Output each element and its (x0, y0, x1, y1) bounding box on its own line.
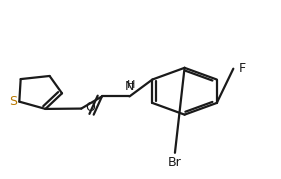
Text: F: F (238, 62, 245, 75)
Text: S: S (9, 95, 17, 108)
Text: H: H (127, 80, 135, 90)
Text: Br: Br (168, 156, 182, 169)
Text: N: N (125, 80, 134, 93)
Text: O: O (85, 101, 95, 114)
